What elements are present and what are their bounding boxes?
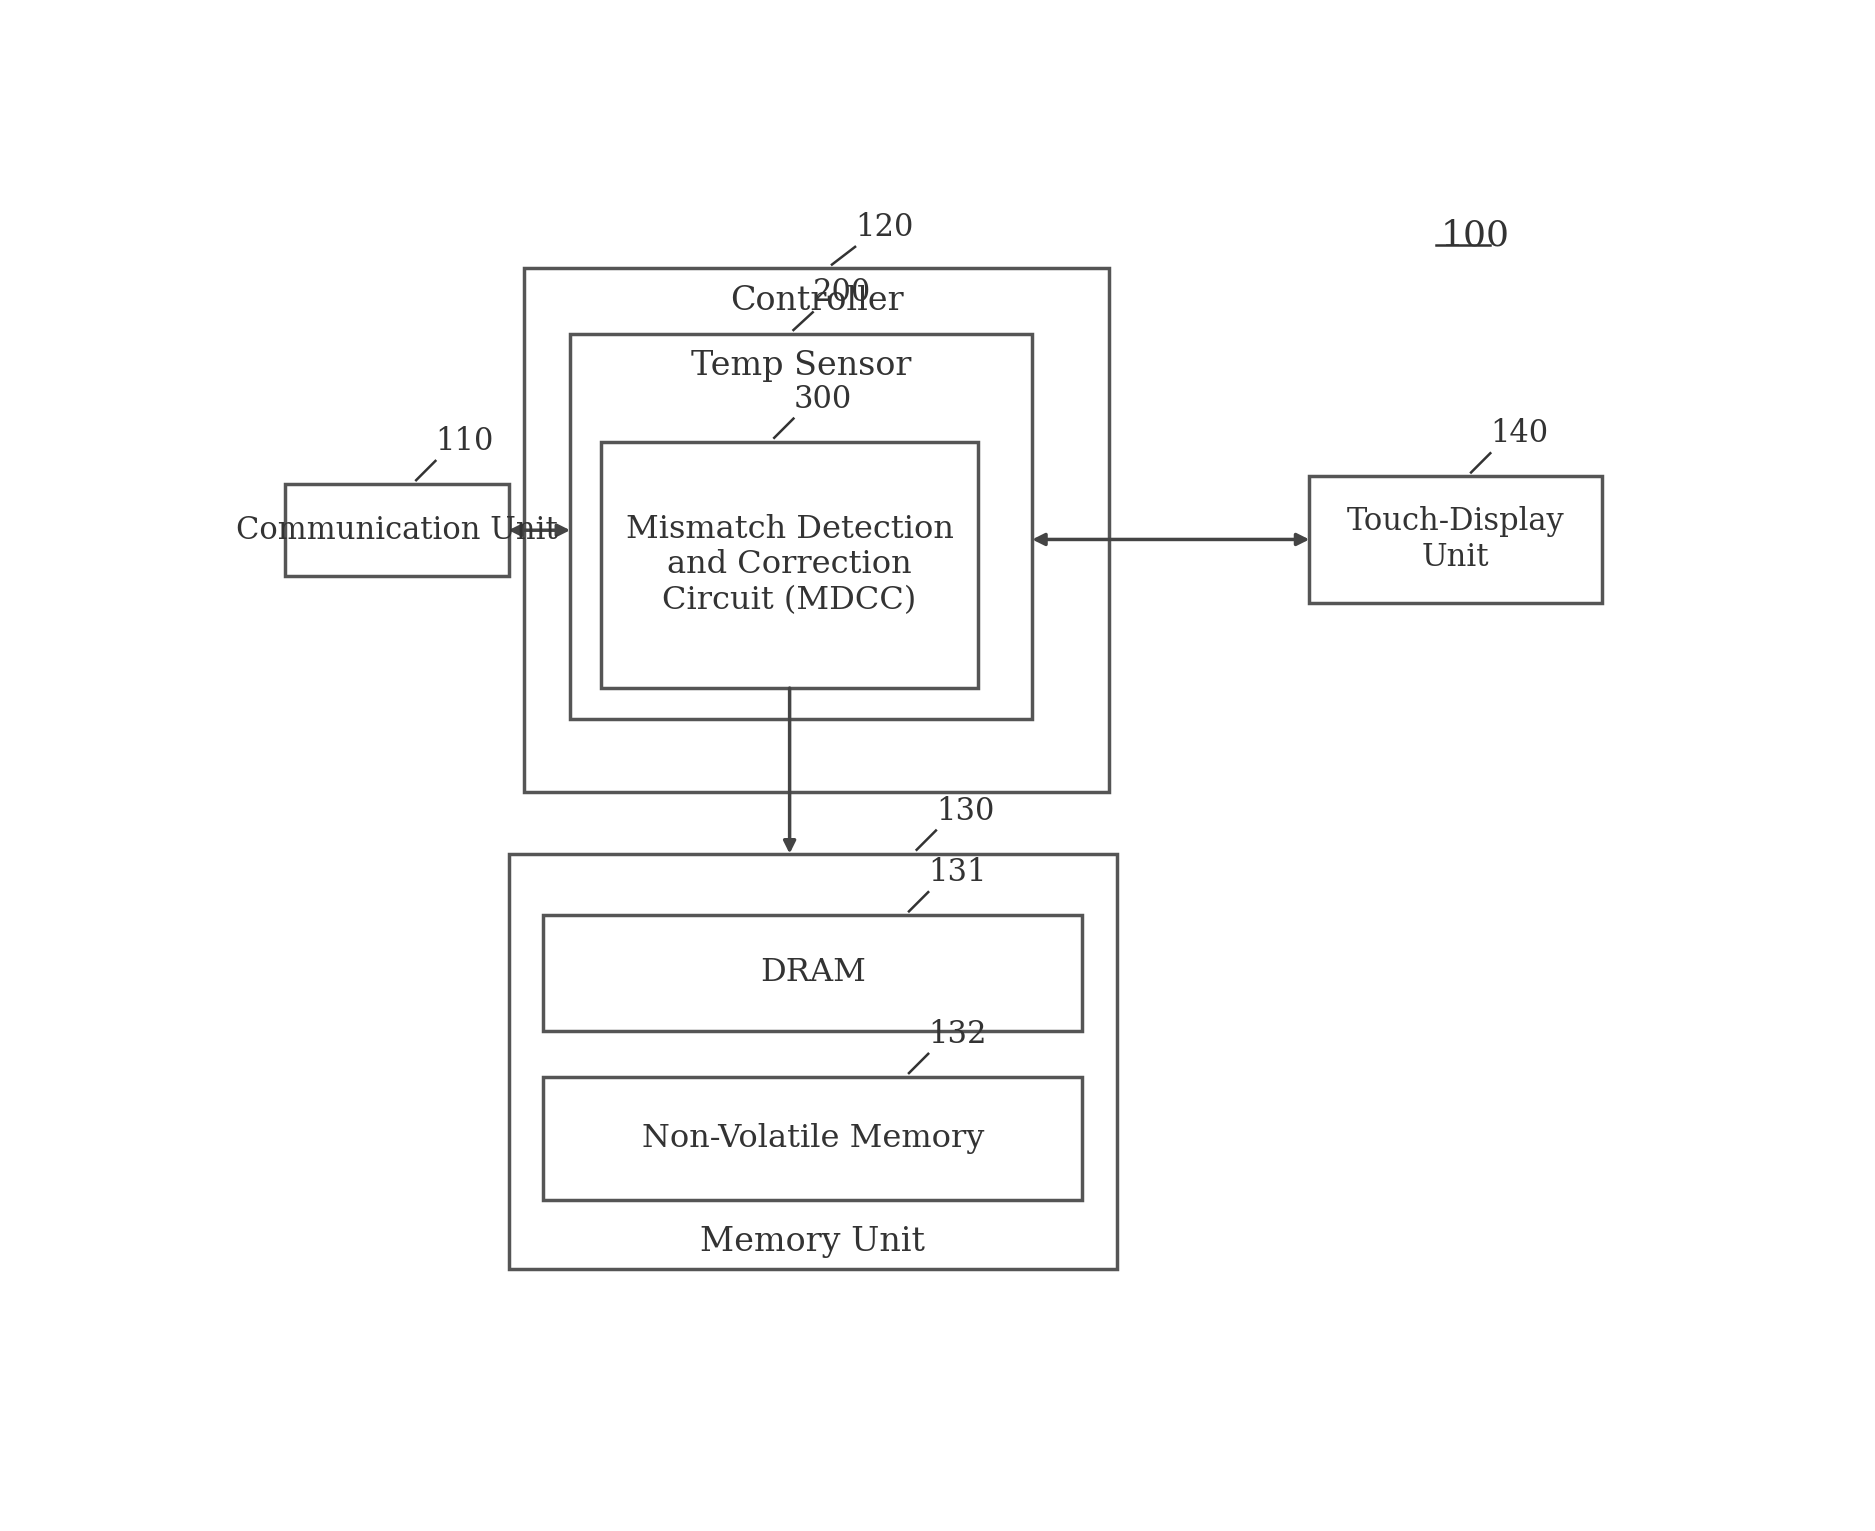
Text: 110: 110 (435, 426, 493, 458)
Bar (544, 916, 1082, 1030)
Text: 100: 100 (1440, 219, 1509, 253)
Bar (523, 268, 1110, 792)
Text: 120: 120 (855, 211, 913, 243)
Text: 140: 140 (1491, 418, 1549, 450)
Text: 130: 130 (936, 796, 994, 827)
Bar (602, 441, 979, 687)
Text: Mismatch Detection
and Correction
Circuit (MDCC): Mismatch Detection and Correction Circui… (626, 513, 954, 615)
Bar (544, 1076, 1082, 1200)
Bar (508, 854, 1118, 1269)
Text: Memory Unit: Memory Unit (699, 1226, 924, 1258)
Text: DRAM: DRAM (759, 957, 866, 989)
Bar (1309, 476, 1601, 603)
Bar (570, 334, 1031, 720)
Text: 131: 131 (928, 857, 986, 888)
Text: Non-Volatile Memory: Non-Volatile Memory (641, 1124, 984, 1154)
Text: 300: 300 (793, 384, 851, 415)
Text: Temp Sensor: Temp Sensor (692, 351, 911, 383)
Text: Controller: Controller (729, 285, 904, 317)
Text: 200: 200 (812, 277, 872, 308)
Bar (285, 484, 508, 576)
Text: Communication Unit: Communication Unit (236, 514, 557, 545)
Text: 132: 132 (928, 1020, 986, 1050)
Text: Touch-Display
Unit: Touch-Display Unit (1346, 507, 1564, 573)
